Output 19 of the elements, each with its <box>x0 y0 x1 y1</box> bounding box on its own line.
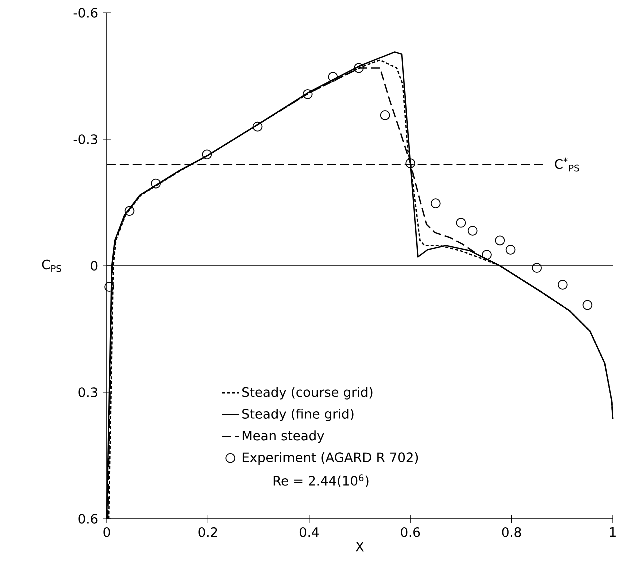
x-tick-label: 0.6 <box>401 528 420 538</box>
y-tick-label: -0.6 <box>74 8 98 18</box>
legend-label: Steady (course grid) <box>242 387 373 400</box>
legend-label: Mean steady <box>242 430 324 444</box>
annotation: Re = 2.44(10$^{6}$) <box>274 474 369 488</box>
y-tick-label: -0.3 <box>74 134 98 144</box>
x-tick-label: 0.2 <box>198 528 218 538</box>
x-tick-label: 0 <box>104 528 110 538</box>
x-tick-label: 1 <box>610 528 616 537</box>
y-axis-title: C$_{PS}$ <box>42 260 62 272</box>
legend-label: Experiment (AGARD R 702) <box>242 452 418 465</box>
x-tick-label: 0.4 <box>300 528 319 538</box>
legend-label: Steady (fine grid) <box>242 408 354 422</box>
ref-line-label: C$^{*}$PS <box>555 158 580 172</box>
x-axis-title: X <box>356 542 364 552</box>
y-tick-label: 0.6 <box>78 514 98 524</box>
x-tick-label: 0.8 <box>502 528 522 538</box>
y-tick-label: 0.3 <box>78 388 98 398</box>
y-tick-label: 0 <box>91 261 98 271</box>
